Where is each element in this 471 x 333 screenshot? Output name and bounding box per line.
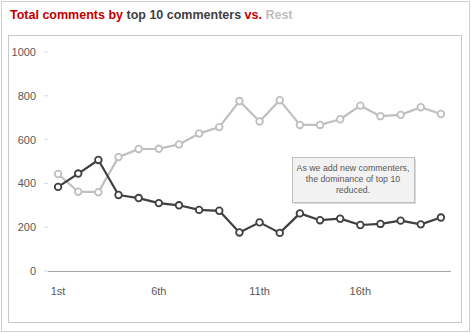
x-tick-label: 11th xyxy=(249,285,270,297)
y-tick xyxy=(44,227,48,228)
x-axis-line xyxy=(48,271,451,272)
series-marker xyxy=(297,122,304,129)
chart-root: Total comments by top 10 commenters vs. … xyxy=(0,0,471,333)
title-part: top 10 commenters xyxy=(126,8,241,22)
series-marker xyxy=(95,189,102,196)
series-marker xyxy=(236,98,243,105)
series-marker xyxy=(377,221,384,228)
series-marker xyxy=(75,170,82,177)
series-marker xyxy=(337,116,344,123)
title: Total comments by top 10 commenters vs. … xyxy=(10,8,293,22)
annotation-text: As we add new commenters, xyxy=(297,163,410,173)
y-tick-label: 1000 xyxy=(12,46,36,58)
series-marker xyxy=(196,207,203,214)
series-marker xyxy=(95,157,102,164)
series-marker xyxy=(337,215,344,222)
annotation-box xyxy=(293,158,415,203)
series-marker xyxy=(256,118,263,125)
series-marker xyxy=(317,122,324,129)
chart-svg: Total comments by top 10 commenters vs. … xyxy=(0,0,471,333)
chart-area-frame xyxy=(9,36,462,323)
series-marker xyxy=(196,130,203,137)
series-marker xyxy=(297,210,304,217)
series-marker xyxy=(377,113,384,120)
y-tick xyxy=(44,95,48,96)
series-line xyxy=(58,100,441,192)
series-marker xyxy=(176,141,183,148)
series-marker xyxy=(438,214,445,221)
series-marker xyxy=(417,221,424,228)
y-tick-label: 400 xyxy=(18,177,36,189)
series-marker xyxy=(135,195,142,202)
x-tick-label: 1st xyxy=(51,285,66,297)
y-tick-label: 600 xyxy=(18,134,36,146)
annotation-text: reduced. xyxy=(336,185,370,195)
title-part: vs. xyxy=(241,8,265,22)
series-marker xyxy=(357,222,364,229)
series-marker xyxy=(276,97,283,104)
series-marker xyxy=(417,104,424,111)
series-marker xyxy=(216,124,223,131)
series-marker xyxy=(75,188,82,195)
data-group xyxy=(55,97,444,236)
y-tick-label: 0 xyxy=(30,265,36,277)
series-marker xyxy=(135,146,142,153)
outer-frame xyxy=(2,2,470,332)
series-marker xyxy=(55,171,62,178)
series-marker xyxy=(176,202,183,209)
title-part: Total comments by xyxy=(10,8,126,22)
series-marker xyxy=(156,200,163,207)
series-marker xyxy=(397,112,404,119)
series-marker xyxy=(216,207,223,214)
series-marker xyxy=(317,217,324,224)
series-marker xyxy=(256,219,263,226)
series-marker xyxy=(438,111,445,118)
series-marker xyxy=(115,192,122,199)
series-marker xyxy=(397,217,404,224)
series-marker xyxy=(357,102,364,109)
x-tick-label: 16th xyxy=(350,285,371,297)
series-marker xyxy=(55,184,62,191)
series-marker xyxy=(236,229,243,236)
series-marker xyxy=(115,154,122,161)
title-part: Rest xyxy=(265,8,293,22)
x-tick-label: 6th xyxy=(151,285,166,297)
y-tick xyxy=(44,183,48,184)
series-marker xyxy=(276,230,283,237)
y-tick xyxy=(44,139,48,140)
y-tick xyxy=(44,271,48,272)
y-tick-label: 800 xyxy=(18,90,36,102)
y-tick xyxy=(44,52,48,53)
annotation-text: the dominance of top 10 xyxy=(306,174,400,184)
y-tick-label: 200 xyxy=(18,221,36,233)
series-marker xyxy=(156,145,163,152)
